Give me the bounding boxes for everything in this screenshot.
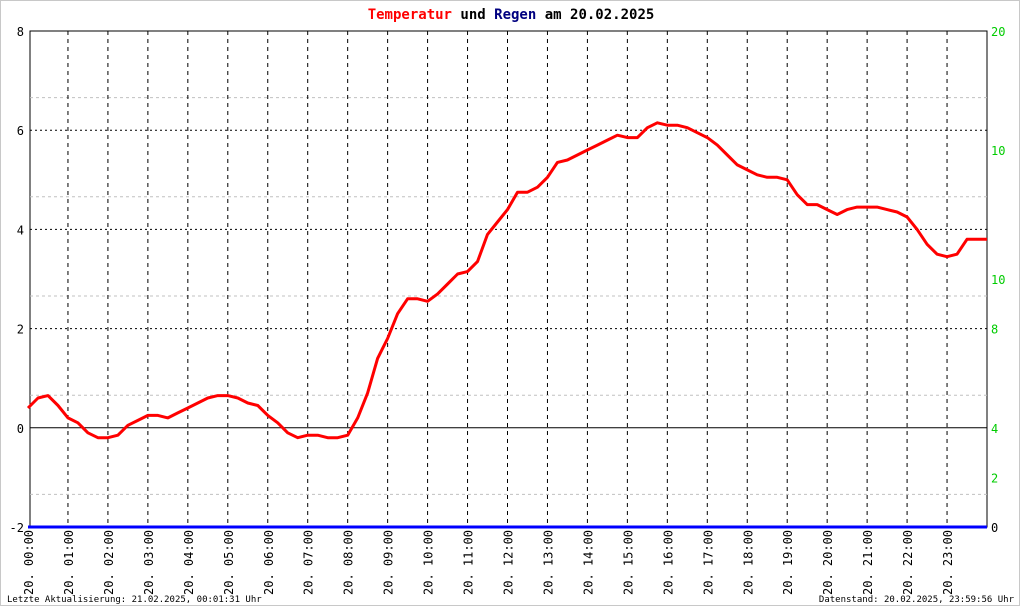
x-tick-label: 20. 15:00 xyxy=(621,530,635,595)
title-date: am 20.02.2025 xyxy=(536,7,654,23)
title-und: und xyxy=(452,7,494,23)
y-right-tick-label: 8 xyxy=(991,323,998,337)
footer-data-status: Datenstand: 20.02.2025, 23:59:56 Uhr xyxy=(819,595,1015,605)
x-tick-label: 20. 10:00 xyxy=(422,530,436,595)
x-tick-label: 20. 07:00 xyxy=(302,530,316,595)
x-tick-label: 20. 23:00 xyxy=(941,530,955,595)
x-tick-label: 20. 19:00 xyxy=(781,530,795,595)
x-tick-label: 20. 18:00 xyxy=(741,530,755,595)
y-right-tick-label: 10 xyxy=(991,144,1005,158)
chart-title: Temperatur und Regen am 20.02.2025 xyxy=(368,7,655,23)
grid xyxy=(29,30,988,528)
x-tick-label: 20. 06:00 xyxy=(262,530,276,595)
plot-frame xyxy=(29,30,988,528)
y-right-tick-label: 10 xyxy=(991,273,1005,287)
y-left-tick-label: 8 xyxy=(17,25,24,39)
title-temperature: Temperatur xyxy=(368,7,452,23)
x-tick-label: 20. 17:00 xyxy=(701,530,715,595)
footer-last-update: Letzte Aktualisierung: 21.02.2025, 00:01… xyxy=(7,595,262,605)
x-tick-label: 20. 00:00 xyxy=(22,530,36,595)
x-tick-label: 20. 04:00 xyxy=(182,530,196,595)
x-tick-label: 20. 20:00 xyxy=(821,530,835,595)
y-left-tick-label: 2 xyxy=(17,323,24,337)
x-tick-label: 20. 22:00 xyxy=(901,530,915,595)
axes: -2 0 2 4 6 8 0 2 4 8 10 10 20 20. 00:00 20. 01:00 20. 0… xyxy=(10,25,1006,595)
temperature-line xyxy=(26,121,987,440)
y-right-tick-label: 0 xyxy=(991,521,998,535)
y-right-tick-label: 20 xyxy=(991,25,1005,39)
x-tick-label: 20. 14:00 xyxy=(581,530,595,595)
x-tick-label: 20. 13:00 xyxy=(541,530,555,595)
y-right-tick-label: 4 xyxy=(991,422,998,436)
y-right-tick-label: 2 xyxy=(991,471,998,485)
x-tick-label: 20. 16:00 xyxy=(661,530,675,595)
x-tick-label: 20. 05:00 xyxy=(222,530,236,595)
x-tick-label: 20. 03:00 xyxy=(142,530,156,595)
x-tick-label: 20. 09:00 xyxy=(382,530,396,595)
x-tick-label: 20. 08:00 xyxy=(342,530,356,595)
series xyxy=(26,121,987,529)
y-left-tick-label: -2 xyxy=(10,521,24,535)
title-regen: Regen xyxy=(494,7,536,23)
x-tick-label: 20. 01:00 xyxy=(62,530,76,595)
x-tick-label: 20. 21:00 xyxy=(861,530,875,595)
x-tick-label: 20. 02:00 xyxy=(102,530,116,595)
x-tick-label: 20. 12:00 xyxy=(502,530,516,595)
y-left-tick-label: 0 xyxy=(17,422,24,436)
y-left-tick-label: 6 xyxy=(17,124,24,138)
x-tick-label: 20. 11:00 xyxy=(462,530,476,595)
y-left-tick-label: 4 xyxy=(17,223,24,237)
